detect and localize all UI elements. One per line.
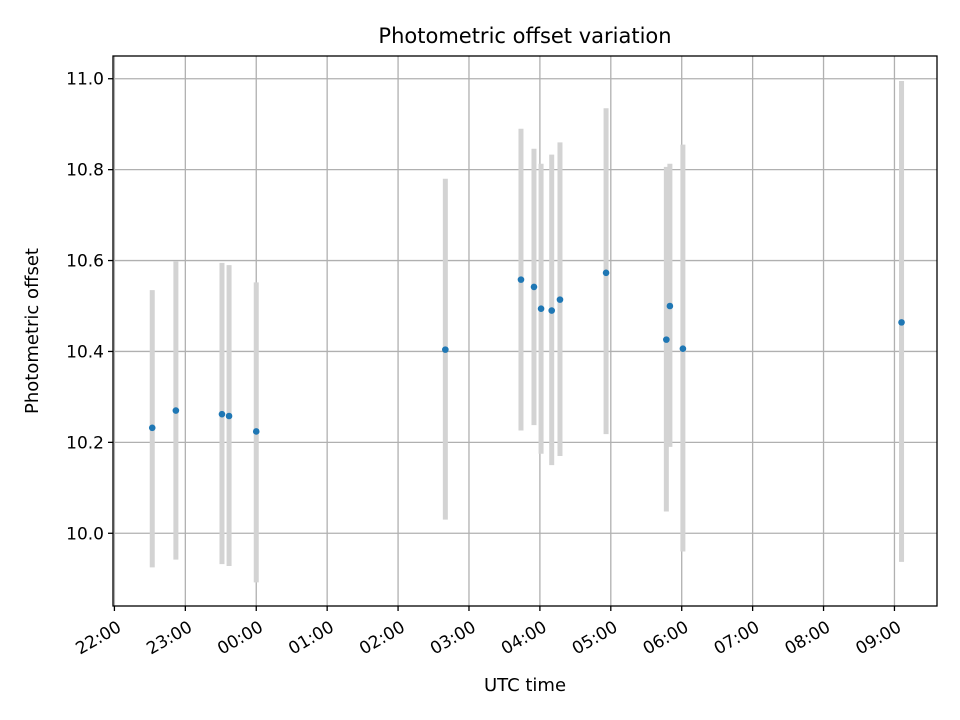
y-axis: 10.0 10.2 10.4 10.6 10.8 11.0: [66, 70, 113, 544]
data-point: [537, 305, 545, 313]
data-point: [556, 296, 564, 303]
data-point: [679, 345, 687, 353]
data-point: [252, 428, 260, 435]
data-point: [172, 407, 180, 414]
y-axis-title: Photometric offset: [22, 248, 43, 414]
data-point: [148, 424, 156, 432]
y-tick-label: 10.4: [66, 342, 104, 362]
y-tick-label: 10.8: [66, 161, 104, 181]
x-tick-label: 02:00: [356, 617, 408, 659]
x-tick-label: 06:00: [640, 617, 692, 659]
x-tick-label: 07:00: [711, 617, 763, 659]
x-tick-label: 23:00: [143, 617, 195, 659]
chart-title: Photometric offset variation: [378, 24, 671, 48]
data-point: [530, 283, 538, 291]
data-point: [218, 410, 226, 418]
x-tick-label: 00:00: [214, 617, 266, 659]
data-point: [663, 336, 670, 343]
data-point: [602, 269, 610, 277]
x-axis-title: UTC time: [484, 675, 566, 696]
y-tick-label: 10.2: [66, 433, 104, 453]
grid: [113, 56, 937, 606]
data-points: [148, 269, 905, 435]
y-tick-label: 11.0: [66, 70, 104, 90]
x-tick-label: 01:00: [285, 617, 337, 659]
x-tick-label: 05:00: [569, 617, 621, 659]
data-point: [666, 302, 674, 310]
x-tick-label: 08:00: [782, 617, 834, 659]
data-point: [548, 307, 556, 314]
data-point: [898, 319, 905, 326]
data-point: [442, 346, 449, 353]
x-tick-label: 03:00: [427, 617, 479, 659]
x-tick-label: 09:00: [853, 617, 905, 659]
data-point: [517, 276, 525, 283]
x-tick-label: 22:00: [72, 617, 124, 659]
y-tick-label: 10.6: [66, 252, 104, 272]
plot-frame: [112, 55, 938, 607]
x-tick-label: 04:00: [498, 617, 550, 659]
x-axis: 22:00 23:00 00:00 01:00 02:00 03:00 04:00 05:00…: [72, 606, 905, 659]
data-point: [225, 412, 233, 420]
error-bars: [149, 81, 905, 583]
y-tick-label: 10.0: [66, 524, 104, 544]
